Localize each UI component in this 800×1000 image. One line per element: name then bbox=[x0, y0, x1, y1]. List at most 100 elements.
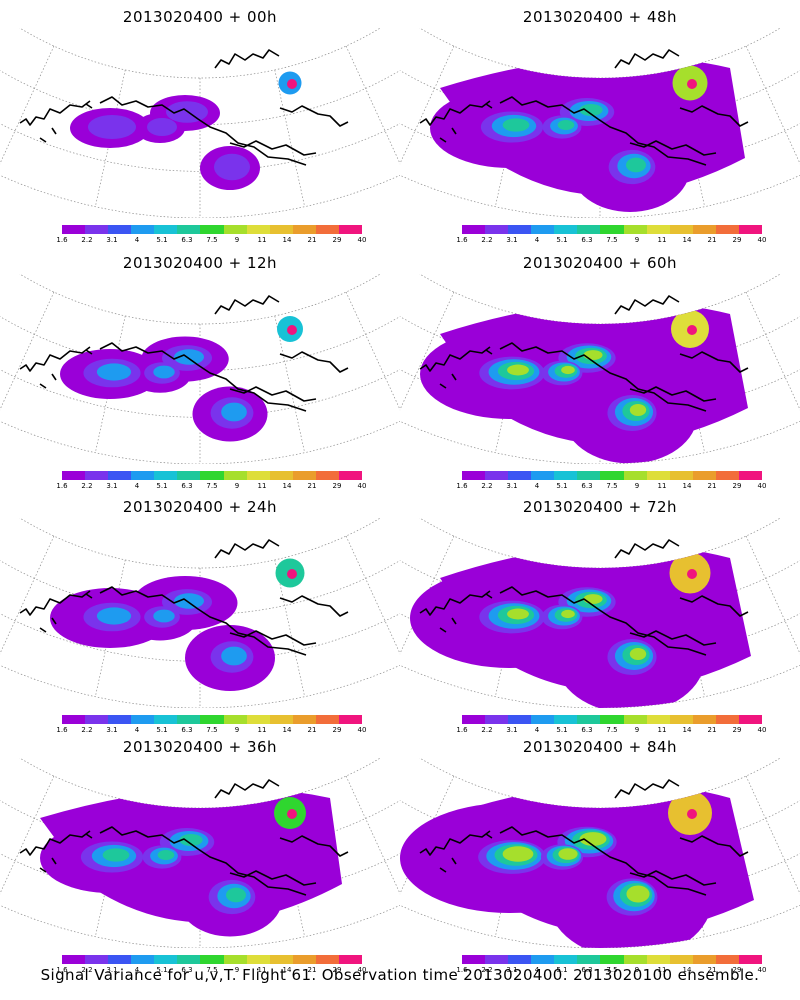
colorbar-swatch bbox=[531, 715, 555, 724]
meridian-line bbox=[745, 535, 800, 655]
colorbar-swatch bbox=[692, 471, 716, 480]
coastline-segment bbox=[214, 539, 280, 559]
colorbar-tick-label: 9 bbox=[634, 966, 640, 974]
meridian-line bbox=[274, 69, 306, 207]
colorbar-swatch bbox=[315, 955, 339, 964]
colorbar-tick-label: 5.1 bbox=[556, 726, 568, 734]
variance-contour bbox=[583, 594, 603, 604]
colorbar-tick-label: 14 bbox=[682, 726, 692, 734]
colorbar-swatch bbox=[315, 715, 339, 724]
colorbar-swatch bbox=[646, 715, 670, 724]
colorbar-swatch bbox=[669, 471, 693, 480]
colorbar-tick-label: 29 bbox=[732, 482, 742, 490]
colorbar-swatch bbox=[485, 471, 509, 480]
colorbar-tick-label: 2.2 bbox=[481, 236, 493, 244]
parallel-line bbox=[400, 420, 800, 464]
coastline bbox=[19, 49, 349, 166]
coastline-segment bbox=[19, 346, 91, 372]
colorbar-swatch bbox=[531, 471, 555, 480]
colorbar-tick-label: 11 bbox=[257, 966, 267, 974]
variance-contour bbox=[626, 157, 646, 173]
colorbar-swatch bbox=[246, 225, 270, 234]
colorbar-swatch bbox=[338, 715, 363, 724]
colorbar-tick-label: 2.2 bbox=[481, 966, 493, 974]
coastline-segment bbox=[279, 835, 349, 857]
coastline bbox=[419, 295, 749, 412]
coastline-segment bbox=[629, 630, 717, 646]
colorbar-swatch bbox=[600, 715, 624, 724]
colorbar-tick-label: 1.6 bbox=[456, 726, 468, 734]
meridian-line bbox=[345, 291, 400, 411]
colorbar-tick-label: 6.3 bbox=[181, 236, 193, 244]
coastline-segment bbox=[439, 103, 493, 143]
panel-title: 2013020400 + 12h bbox=[122, 254, 278, 272]
polar-map bbox=[400, 28, 800, 218]
coastline-segment bbox=[439, 349, 493, 389]
variance-contour bbox=[226, 887, 246, 903]
colorbar-labels: 1.6 2.2 3.1 4 5.1 6.3 7.5 9 11 14 21 29 40 bbox=[456, 966, 766, 976]
colorbar-swatch bbox=[715, 955, 739, 964]
coastline bbox=[419, 779, 749, 896]
colorbar-swatch bbox=[315, 471, 339, 480]
figure-caption: Signal Variance for u,v,T. Flight 61. Ob… bbox=[40, 966, 760, 984]
colorbar-swatch bbox=[269, 955, 293, 964]
colorbar-tick-label: 6.3 bbox=[181, 966, 193, 974]
variance-contour bbox=[629, 648, 647, 660]
colorbar-swatch bbox=[669, 225, 693, 234]
panel-title: 2013020400 + 60h bbox=[522, 254, 678, 272]
colorbar-swatch bbox=[62, 715, 86, 724]
meridian-line bbox=[0, 291, 55, 411]
coastline-segment bbox=[419, 830, 491, 856]
parallel-line bbox=[19, 758, 381, 809]
colorbar-swatch bbox=[131, 471, 155, 480]
colorbar-tick-label: 2.2 bbox=[81, 482, 93, 490]
meridian-line bbox=[745, 775, 800, 895]
coastline-segment bbox=[499, 826, 707, 896]
colorbar-swatch bbox=[462, 715, 486, 724]
colorbar-swatch bbox=[508, 715, 532, 724]
colorbar-swatch bbox=[177, 955, 201, 964]
colorbar-tick-label: 21 bbox=[707, 482, 717, 490]
coastline-segment bbox=[679, 835, 749, 857]
variance-field bbox=[40, 787, 342, 937]
colorbar-tick-label: 9 bbox=[234, 966, 240, 974]
variance-peak bbox=[287, 569, 297, 579]
coastline-segment bbox=[214, 779, 280, 799]
colorbar-tick-label: 1.6 bbox=[56, 236, 68, 244]
map-panel: 2013020400 + 36h 1.6 2.2 3.1 4 5.1 6.3 7.5 9 11 14… bbox=[0, 730, 400, 975]
colorbar bbox=[462, 225, 763, 234]
variance-contour bbox=[102, 848, 130, 862]
colorbar-swatch bbox=[485, 955, 509, 964]
colorbar-tick-label: 14 bbox=[282, 966, 292, 974]
colorbar-swatch bbox=[531, 955, 555, 964]
colorbar-swatch bbox=[108, 715, 132, 724]
parallel-line bbox=[419, 274, 781, 325]
colorbar-swatch bbox=[200, 715, 224, 724]
map-panel: 2013020400 + 60h 1.6 2.2 3.1 4 5.1 6.3 7.5 9 11 14… bbox=[400, 246, 800, 491]
colorbar-tick-label: 2.2 bbox=[481, 726, 493, 734]
colorbar-tick-label: 5.1 bbox=[556, 482, 568, 490]
colorbar-tick-label: 5.1 bbox=[556, 966, 568, 974]
coastline-segment bbox=[39, 833, 93, 873]
colorbar-tick-label: 9 bbox=[634, 236, 640, 244]
coastline-segment bbox=[614, 295, 680, 315]
parallel-line bbox=[19, 274, 381, 325]
colorbar-swatch bbox=[269, 225, 293, 234]
colorbar bbox=[62, 715, 363, 724]
coastline-segment bbox=[614, 779, 680, 799]
map-panel: 2013020400 + 00h 1.6 2.2 3.1 4 5.1 6.3 7.5 9 11 14… bbox=[0, 0, 400, 245]
coastline bbox=[419, 539, 749, 656]
coastline bbox=[419, 49, 749, 166]
variance-contour bbox=[507, 608, 529, 620]
colorbar-swatch bbox=[292, 715, 316, 724]
colorbar-swatch bbox=[669, 955, 693, 964]
coastline-segment bbox=[419, 100, 491, 126]
panel-title: 2013020400 + 36h bbox=[122, 738, 278, 756]
variance-peak bbox=[287, 79, 297, 89]
colorbar-swatch bbox=[715, 225, 739, 234]
colorbar-tick-label: 9 bbox=[634, 726, 640, 734]
meridian-line bbox=[0, 535, 55, 655]
variance-field bbox=[50, 558, 305, 691]
panel-title: 2013020400 + 72h bbox=[522, 498, 678, 516]
colorbar-tick-label: 4 bbox=[534, 482, 540, 490]
